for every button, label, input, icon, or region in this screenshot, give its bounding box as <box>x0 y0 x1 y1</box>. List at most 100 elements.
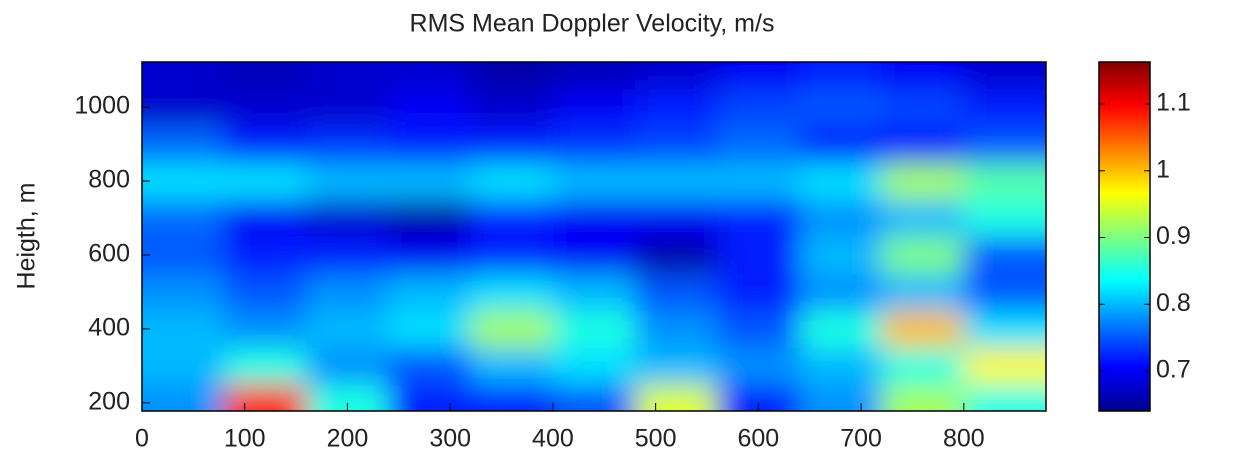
heatmap-cell <box>388 347 472 385</box>
heatmap-cell <box>306 88 390 127</box>
heatmap-cell <box>142 384 225 411</box>
heatmap-cell <box>388 236 472 274</box>
heatmap-cell <box>306 347 390 385</box>
heatmap-cell <box>963 273 1046 311</box>
y-tick-label: 1000 <box>74 92 130 120</box>
heatmap-cell <box>799 162 883 201</box>
heatmap-cell <box>717 162 800 201</box>
heatmap-cell <box>142 273 225 311</box>
colorbar-tick-label: 1.1 <box>1156 89 1191 117</box>
heatmap-cell <box>717 62 800 90</box>
y-tick-label: 800 <box>88 166 130 194</box>
heatmap-cell <box>142 236 225 274</box>
heatmap-cell <box>881 384 965 411</box>
heatmap-cell <box>142 62 225 90</box>
heatmap-cell <box>470 125 554 164</box>
heatmap-cell <box>963 236 1046 274</box>
heatmap-cell <box>717 88 800 127</box>
heatmap-cell <box>552 384 636 411</box>
heatmap-cell <box>224 384 307 411</box>
heatmap-cell <box>552 273 636 311</box>
heatmap-cell <box>881 88 965 127</box>
heatmap-cell <box>881 199 965 237</box>
x-tick-label: 500 <box>635 425 677 453</box>
heatmap-cell <box>963 62 1046 90</box>
heatmap-cell <box>799 62 883 90</box>
heatmap-cell <box>963 162 1046 201</box>
heatmap-cell <box>635 62 718 90</box>
heatmap-cell <box>470 199 554 237</box>
heatmap-cell <box>142 347 225 385</box>
heatmap-cell <box>470 273 554 311</box>
heatmap-cell <box>388 88 472 127</box>
heatmap-cell <box>799 384 883 411</box>
heatmap-cell <box>635 162 718 201</box>
heatmap-cell <box>552 347 636 385</box>
heatmap-cell <box>881 162 965 201</box>
heatmap-cell <box>717 236 800 274</box>
heatmap-cell <box>635 236 718 274</box>
heatmap-cell <box>963 384 1046 411</box>
heatmap-cell <box>306 162 390 201</box>
heatmap-cell <box>224 62 307 90</box>
heatmap-cell <box>799 347 883 385</box>
x-tick-label: 600 <box>738 425 780 453</box>
heatmap-cell <box>470 310 554 348</box>
heatmap-cell <box>142 199 225 237</box>
heatmap-cell <box>470 347 554 385</box>
heatmap-cell <box>635 347 718 385</box>
heatmap-cell <box>306 236 390 274</box>
heatmap-cell <box>963 347 1046 385</box>
heatmap-cell <box>142 88 225 127</box>
heatmap-cell <box>552 62 636 90</box>
heatmap-cell <box>388 125 472 164</box>
heatmap-cell <box>388 273 472 311</box>
y-tick-label: 200 <box>88 387 130 415</box>
y-tick-label: 600 <box>88 240 130 268</box>
heatmap-cell <box>306 310 390 348</box>
heatmap-cell <box>717 310 800 348</box>
heatmap-cell <box>306 199 390 237</box>
heatmap-cell <box>470 236 554 274</box>
x-tick-label: 100 <box>224 425 266 453</box>
heatmap-cell <box>799 199 883 237</box>
heatmap-cell <box>881 273 965 311</box>
colorbar-tick-label: 1 <box>1156 155 1170 183</box>
heatmap-cell <box>963 125 1046 164</box>
y-axis-label: Heigth, m <box>13 183 41 290</box>
heatmap-cell <box>881 310 965 348</box>
heatmap-cell <box>635 88 718 127</box>
x-tick-label: 0 <box>135 425 149 453</box>
plot-frame <box>141 61 1047 412</box>
heatmap-cell <box>635 125 718 164</box>
x-tick-label: 700 <box>840 425 882 453</box>
x-tick-label: 800 <box>943 425 985 453</box>
heatmap-cell <box>799 125 883 164</box>
heatmap-cell <box>799 236 883 274</box>
heatmap-cell <box>799 88 883 127</box>
heatmap-cell <box>470 384 554 411</box>
heatmap-cell <box>552 88 636 127</box>
heatmap-cell <box>224 162 307 201</box>
heatmap-cell <box>388 162 472 201</box>
heatmap-cell <box>552 236 636 274</box>
heatmap-cell <box>717 347 800 385</box>
colorbar-tick-label: 0.8 <box>1156 289 1191 317</box>
heatmap-cell <box>881 236 965 274</box>
heatmap-cell <box>142 162 225 201</box>
heatmap-cell <box>224 125 307 164</box>
heatmap-cell <box>552 310 636 348</box>
colorbar-tick-label: 0.9 <box>1156 222 1191 250</box>
x-tick-label: 300 <box>429 425 471 453</box>
heatmap-cell <box>799 310 883 348</box>
heatmap-cell <box>799 273 883 311</box>
heatmap-cell <box>635 384 718 411</box>
heatmap-cell <box>963 88 1046 127</box>
heatmap-cell <box>963 310 1046 348</box>
heatmap-cell <box>388 384 472 411</box>
heatmap-cell <box>552 125 636 164</box>
heatmap-cell <box>881 347 965 385</box>
x-tick-label: 200 <box>327 425 369 453</box>
heatmap-cell <box>224 88 307 127</box>
